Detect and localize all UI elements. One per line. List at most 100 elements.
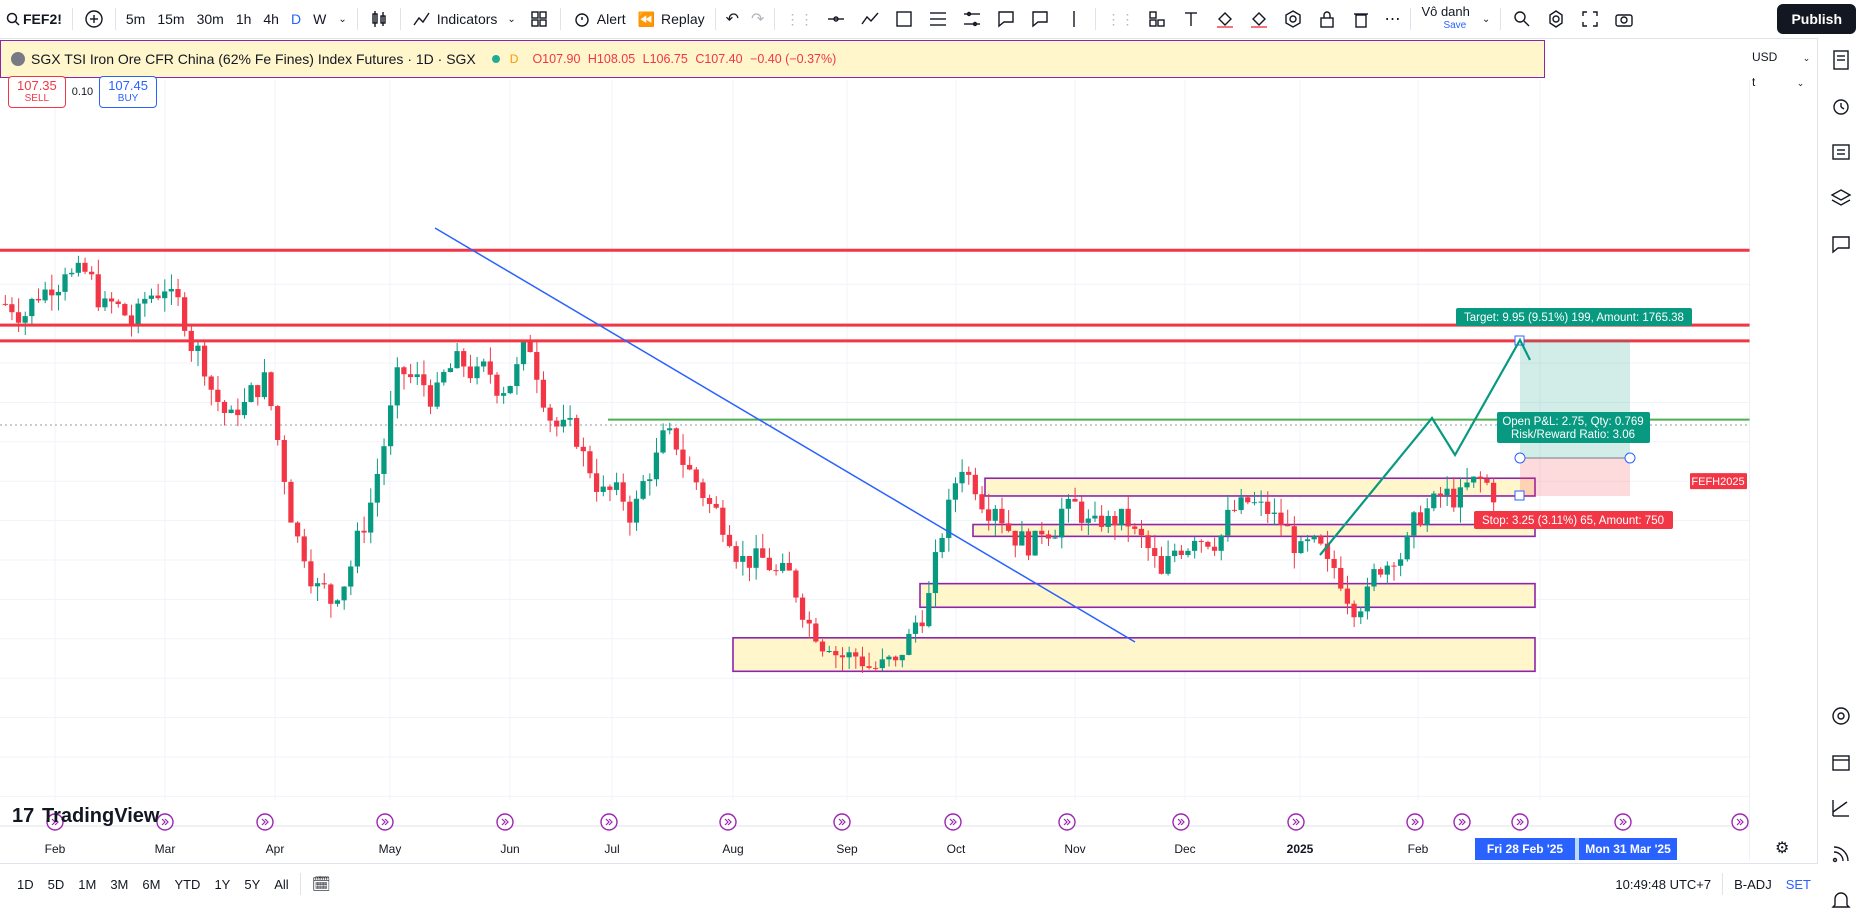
event-marker-icon[interactable] <box>376 813 394 831</box>
event-marker-icon[interactable] <box>1406 813 1424 831</box>
buy-button[interactable]: 107.45 BUY <box>99 76 157 108</box>
text-tool[interactable] <box>1174 0 1208 38</box>
support-zone[interactable] <box>919 582 1536 609</box>
position-handle[interactable] <box>1514 490 1525 501</box>
rectangle-tool[interactable] <box>887 0 921 38</box>
event-marker-icon[interactable] <box>944 813 962 831</box>
chat-button[interactable] <box>1818 222 1864 268</box>
quick-search-button[interactable] <box>1505 0 1539 38</box>
undo-button[interactable]: ↶ <box>720 0 745 38</box>
interval-1h[interactable]: 1h <box>235 11 252 27</box>
notifications-button[interactable] <box>1818 878 1864 924</box>
layers-button[interactable] <box>1818 176 1864 222</box>
clock-time[interactable]: 10:49:48 UTC+7 <box>1615 876 1712 892</box>
currency-select[interactable]: USD ⌄ <box>1752 50 1810 64</box>
fullscreen-button[interactable] <box>1573 0 1607 38</box>
trend-line-tool[interactable] <box>819 0 853 38</box>
path-tool[interactable] <box>853 0 887 38</box>
timezone-settings[interactable]: ⚙ <box>1775 838 1789 858</box>
event-marker-icon[interactable] <box>1511 813 1529 831</box>
event-marker-icon[interactable] <box>156 813 174 831</box>
visibility-tool[interactable] <box>1276 0 1310 38</box>
range-1y[interactable]: 1Y <box>214 876 231 892</box>
range-5y[interactable]: 5Y <box>244 876 261 892</box>
support-zone[interactable] <box>984 477 1536 497</box>
alerts-button[interactable] <box>1818 84 1864 130</box>
ideas-button[interactable] <box>1818 786 1864 832</box>
layouts-button[interactable] <box>522 0 556 38</box>
trend-line[interactable] <box>434 227 1136 643</box>
price-scale[interactable]: 128.00124.00120.00116.00112.00108.00104.… <box>1690 242 1750 803</box>
layout-dropdown[interactable]: ⌄ <box>1476 0 1496 38</box>
position-handle[interactable] <box>1514 452 1526 464</box>
interval-dropdown[interactable]: ⌄ <box>332 0 352 38</box>
interval-d[interactable]: D <box>290 11 302 27</box>
event-marker-icon[interactable] <box>1731 813 1749 831</box>
position-handle[interactable] <box>1624 452 1636 464</box>
interval-4h[interactable]: 4h <box>263 11 279 27</box>
object-tree-button[interactable] <box>1818 130 1864 176</box>
fill-color-tool[interactable] <box>1208 0 1242 38</box>
lock-tool[interactable] <box>1310 0 1344 38</box>
templates-button[interactable] <box>1140 0 1174 38</box>
range-1d[interactable]: 1D <box>17 876 34 892</box>
event-marker-icon[interactable] <box>46 813 64 831</box>
alert-button[interactable]: Alert <box>565 0 632 38</box>
comment-tool[interactable] <box>1023 0 1057 38</box>
range-1m[interactable]: 1M <box>78 876 97 892</box>
sell-button[interactable]: 107.35 SELL <box>8 76 66 108</box>
price-chart[interactable]: Target: 9.95 (9.51%) 199, Amount: 1765.3… <box>0 80 1750 860</box>
event-marker-icon[interactable] <box>833 813 851 831</box>
event-marker-icon[interactable] <box>1453 813 1471 831</box>
event-marker-icon[interactable] <box>1287 813 1305 831</box>
replay-button[interactable]: ⏪ Replay <box>632 0 711 38</box>
chart-type-button[interactable] <box>362 0 396 38</box>
event-marker-icon[interactable] <box>496 813 514 831</box>
hotlist-button[interactable] <box>1818 694 1864 740</box>
line-color-tool[interactable] <box>1242 0 1276 38</box>
parallel-channel-tool[interactable] <box>955 0 989 38</box>
range-6m[interactable]: 6M <box>142 876 161 892</box>
range-ytd[interactable]: YTD <box>174 876 201 892</box>
streams-button[interactable] <box>1818 832 1864 878</box>
event-marker-icon[interactable] <box>1172 813 1190 831</box>
more-button[interactable]: ⋯ <box>1378 0 1406 38</box>
support-zone[interactable] <box>972 523 1536 538</box>
goto-date-button[interactable]: 🗓 <box>305 875 338 893</box>
event-marker-icon[interactable] <box>1058 813 1076 831</box>
unit-select[interactable]: t ⌄ <box>1752 75 1804 89</box>
projection-path[interactable] <box>1319 337 1531 556</box>
compare-button[interactable] <box>77 0 111 38</box>
callout-tool[interactable] <box>989 0 1023 38</box>
drawing-toolbar-handle[interactable]: ⋮⋮ <box>779 0 819 38</box>
symbol-search[interactable]: FEF2! <box>0 0 68 38</box>
support-zone[interactable] <box>732 637 1536 673</box>
session-toggle[interactable]: SET <box>1785 876 1811 892</box>
event-marker-icon[interactable] <box>256 813 274 831</box>
interval-w[interactable]: W <box>313 11 327 27</box>
delete-tool[interactable] <box>1344 0 1378 38</box>
indicators-button[interactable]: Indicators ⌄ <box>405 0 522 38</box>
range-all[interactable]: All <box>274 876 289 892</box>
adjustment-toggle[interactable]: B-ADJ <box>1734 876 1772 892</box>
drawing-toolbar-handle-2[interactable]: ⋮⋮ <box>1100 0 1140 38</box>
interval-15m[interactable]: 15m <box>157 11 185 27</box>
watchlist-button[interactable] <box>1818 38 1864 84</box>
redo-button[interactable]: ↷ <box>745 0 770 38</box>
settings-button[interactable] <box>1539 0 1573 38</box>
publish-button[interactable]: Publish <box>1777 4 1856 34</box>
candle <box>228 405 234 414</box>
snapshot-button[interactable] <box>1607 0 1641 38</box>
vertical-line-tool[interactable] <box>1057 0 1091 38</box>
fib-tool[interactable] <box>921 0 955 38</box>
interval-30m[interactable]: 30m <box>196 11 224 27</box>
event-marker-icon[interactable] <box>1614 813 1632 831</box>
interval-5m[interactable]: 5m <box>125 11 146 27</box>
calendar-button[interactable] <box>1818 740 1864 786</box>
event-marker-icon[interactable] <box>600 813 618 831</box>
position-stop-area[interactable] <box>1520 458 1630 496</box>
range-5d[interactable]: 5D <box>47 876 65 892</box>
layout-save[interactable]: Vô danh Save <box>1415 0 1475 38</box>
range-3m[interactable]: 3M <box>110 876 129 892</box>
event-marker-icon[interactable] <box>719 813 737 831</box>
